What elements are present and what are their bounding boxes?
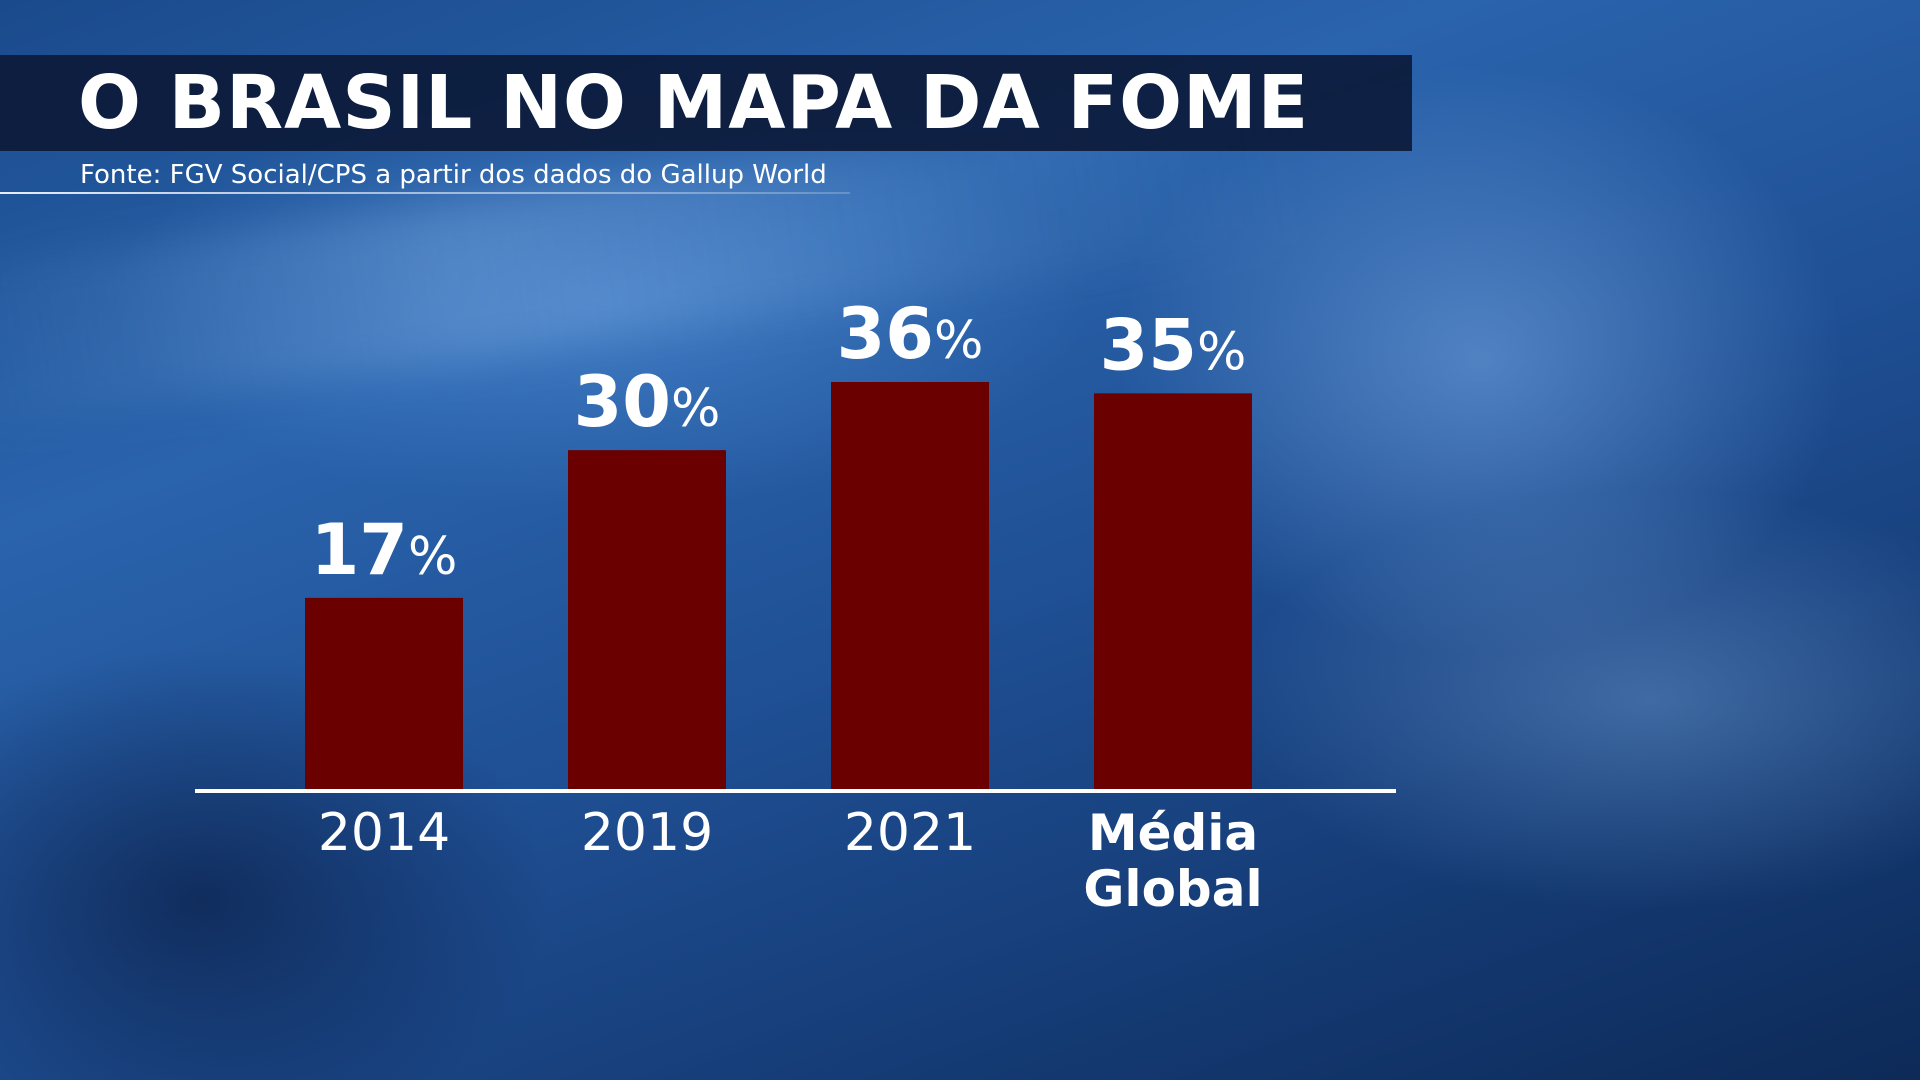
bar-4 — [1094, 393, 1252, 791]
data-label-4: 35% — [1100, 304, 1247, 386]
title-band — [0, 55, 1412, 151]
tick-label-2: 2019 — [581, 803, 713, 863]
chart-title: O BRASIL NO MAPA DA FOME — [78, 60, 1310, 146]
tick-label-1: 2014 — [318, 803, 450, 863]
bar-3 — [831, 382, 989, 791]
data-label-1: 17% — [311, 509, 458, 591]
bar-1 — [305, 597, 463, 791]
tick-label-4: Média Global — [1083, 804, 1262, 918]
data-label-2: 30% — [574, 361, 721, 443]
bar-2 — [568, 450, 726, 791]
data-label-3: 36% — [837, 293, 984, 375]
source-underline — [0, 192, 850, 194]
source-note: Fonte: FGV Social/CPS a partir dos dados… — [80, 160, 827, 190]
tick-label-3: 2021 — [844, 803, 976, 863]
